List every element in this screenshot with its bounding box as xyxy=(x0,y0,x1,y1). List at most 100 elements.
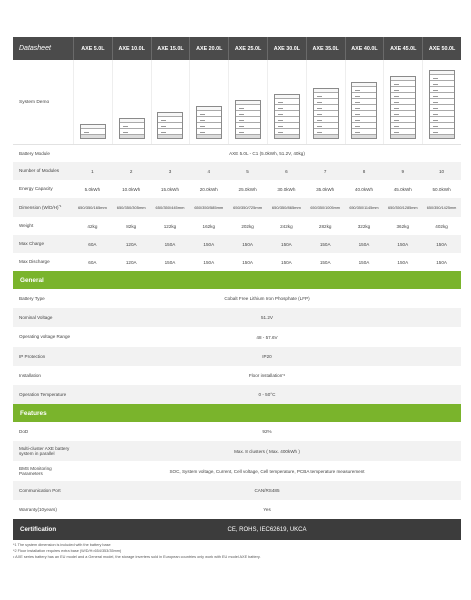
row-label: IP Protection xyxy=(19,353,46,359)
battery-module-block xyxy=(119,123,144,129)
model-header: AXE 40.0L xyxy=(344,37,384,60)
battery-module-block xyxy=(313,129,338,135)
cell-value: 5.0kWh xyxy=(84,186,101,192)
row-label: Battery Module xyxy=(19,150,50,156)
dod-value: 92% xyxy=(262,429,272,434)
row-label: Battery Type xyxy=(19,295,45,301)
row-label: Multi-cluster AXE battery system in para… xyxy=(19,445,70,456)
battery-module-block xyxy=(352,123,377,129)
battery-base xyxy=(158,135,183,138)
cell-value: 242kg xyxy=(280,223,293,229)
battery-base xyxy=(236,135,261,138)
battery-module-block xyxy=(236,117,261,123)
row-label: DoD xyxy=(19,428,29,434)
cell-value: 362kg xyxy=(396,223,410,229)
warranty-value: Yes xyxy=(263,507,271,512)
cell-value: 40.0kWh xyxy=(354,186,374,192)
cell-value: 150A xyxy=(319,259,331,265)
battery-module-block xyxy=(430,81,455,87)
battery-base xyxy=(197,135,222,138)
cell-value: 150A xyxy=(281,241,292,247)
battery-stack-illustration xyxy=(79,124,106,139)
cell-value: 150A xyxy=(397,259,409,265)
cell-value: 150A xyxy=(164,241,176,247)
cell-value: 650/350/1145mm xyxy=(349,205,379,210)
battery-stack-illustration xyxy=(351,82,378,139)
battery-stack-illustration xyxy=(312,88,339,139)
cell-value: 150A xyxy=(203,241,215,247)
battery-module-block xyxy=(391,87,416,93)
battery-base xyxy=(119,135,144,138)
battery-stack-illustration xyxy=(157,112,184,139)
certification-row: Certification CE, ROHS, IEC62619, UKCA xyxy=(13,519,461,540)
stack-cap xyxy=(80,125,105,129)
stack-cap xyxy=(352,83,377,87)
cell-value: 7 xyxy=(323,168,327,174)
stack-cap xyxy=(236,101,261,105)
installation-text: Floor installation xyxy=(248,373,283,378)
battery-module-block xyxy=(236,129,261,135)
row-label: Weight xyxy=(19,223,34,229)
max-charge-row: Max Charge 60A 120A 150A 150A 150A 150A … xyxy=(13,235,461,253)
installation-value: Floor installation*2 xyxy=(73,373,461,378)
battery-stack-image xyxy=(383,60,422,144)
battery-module-block xyxy=(313,117,338,123)
battery-module-block xyxy=(391,99,416,105)
battery-module-block xyxy=(430,99,455,105)
datasheet-title: Datasheet xyxy=(19,45,51,52)
battery-module-block xyxy=(236,123,261,129)
battery-module-block xyxy=(352,111,377,117)
battery-module-block xyxy=(430,123,455,129)
battery-module-block xyxy=(274,105,299,111)
footnote-marker: *1 xyxy=(58,203,62,208)
weight-row: Weight 42kg 82kg 122kg 162kg 202kg 242kg… xyxy=(13,217,461,235)
cell-value: 3 xyxy=(168,168,172,174)
stack-cap xyxy=(197,107,222,111)
system-demo-label: System Demo xyxy=(19,99,50,105)
battery-stack-image xyxy=(305,60,345,144)
battery-module-block xyxy=(352,105,377,111)
cell-value: 6 xyxy=(285,168,288,174)
cell-value: 650/350/165mm xyxy=(77,205,107,210)
battery-module-block xyxy=(391,117,416,123)
cell-value: 60A xyxy=(88,241,97,247)
battery-module-block xyxy=(158,129,183,135)
multi-cluster-row: Multi-cluster AXE battery system in para… xyxy=(13,441,461,461)
model-header: AXE 5.0L xyxy=(73,37,112,60)
model-header: AXE 15.0L xyxy=(150,37,190,60)
battery-module-block xyxy=(236,111,261,117)
battery-module-block xyxy=(274,129,299,135)
battery-module-block xyxy=(391,105,416,111)
row-label: Warranty(10years) xyxy=(19,506,57,512)
cell-value: 1 xyxy=(91,168,94,174)
cell-value: 4 xyxy=(207,168,211,174)
cell-value: 15.0kWh xyxy=(160,186,180,192)
battery-module-block xyxy=(391,123,416,129)
battery-module-block xyxy=(197,117,222,123)
row-label: Number of Modules xyxy=(19,168,60,174)
row-label: Operation Temperature xyxy=(19,391,67,397)
battery-module-block xyxy=(391,111,416,117)
cell-value: 10 xyxy=(439,168,445,174)
row-label: Nominal Voltage xyxy=(19,314,53,320)
cell-value: 45.0kWh xyxy=(393,186,412,192)
battery-module-block xyxy=(430,129,455,135)
battery-module-block xyxy=(352,117,377,123)
communication-row: Communication Port CAN/RS485 xyxy=(13,481,461,500)
battery-stack-image xyxy=(111,60,151,144)
cell-value: 150A xyxy=(242,259,253,265)
cell-value: 150A xyxy=(436,241,447,247)
nominal-voltage-row: Nominal Voltage 51.2V xyxy=(13,308,461,327)
cell-value: 282kg xyxy=(318,223,332,229)
battery-stack-illustration xyxy=(273,94,300,139)
row-label: Energy Capacity xyxy=(19,186,53,192)
cell-value: 60A xyxy=(88,259,97,265)
cell-value: 150A xyxy=(281,259,292,265)
battery-module-block xyxy=(352,93,377,99)
model-header: AXE 45.0L xyxy=(383,37,422,60)
cell-value: 150A xyxy=(397,241,409,247)
cell-value: 2 xyxy=(129,168,133,174)
battery-module-block xyxy=(313,99,338,105)
cell-value: 150A xyxy=(203,259,215,265)
energy-capacity-row: Energy Capacity 5.0kWh 10.0kWh 15.0kWh 2… xyxy=(13,180,461,198)
